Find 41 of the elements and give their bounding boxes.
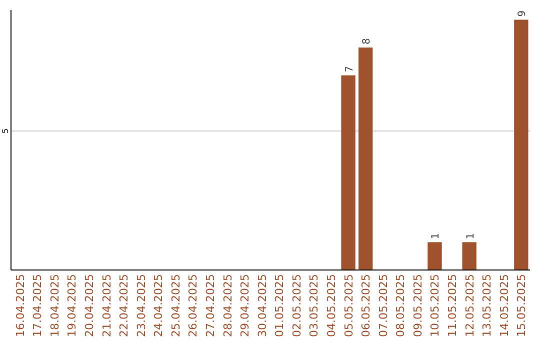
x-tick-label: 20.04.2025 [82, 274, 96, 337]
x-tick-label: 01.05.2025 [273, 274, 286, 337]
x-tick-label: 06.05.2025 [360, 274, 373, 337]
x-tick-label: 08.05.2025 [394, 274, 408, 337]
data-label: 7 [344, 66, 356, 72]
bar [358, 48, 373, 270]
bar [462, 242, 476, 270]
x-tick-label: 05.05.2025 [342, 274, 356, 337]
x-tick-label: 13.05.2025 [480, 274, 494, 337]
x-tick-label: 18.04.2025 [48, 274, 62, 337]
x-tick-label: 09.05.2025 [411, 274, 424, 337]
x-tick-label: 02.05.2025 [290, 274, 304, 337]
x-tick-label: 17.04.2025 [31, 274, 44, 337]
y-tick-label: 5 [1, 128, 10, 134]
x-tick-label: 26.04.2025 [186, 274, 200, 337]
x-tick-label: 12.05.2025 [463, 274, 476, 337]
x-tick-label: 19.04.2025 [66, 274, 79, 337]
x-tick-label: 11.05.2025 [446, 274, 460, 337]
bar [341, 75, 356, 270]
data-label: 8 [362, 38, 373, 45]
data-label: 1 [465, 232, 476, 240]
x-tick-label: 03.05.2025 [308, 274, 321, 337]
x-tick-label: 27.04.2025 [204, 274, 217, 337]
x-tick-label: 25.04.2025 [169, 274, 182, 337]
bar [514, 20, 528, 270]
bar [428, 242, 442, 270]
x-tick-label: 28.04.2025 [221, 274, 234, 337]
x-tick-label: 04.05.2025 [325, 274, 338, 337]
x-tick-label: 14.05.2025 [498, 274, 511, 337]
data-label: 9 [517, 10, 528, 17]
x-tick-label: 15.05.2025 [515, 274, 528, 337]
x-tick-label: 16.04.2025 [14, 274, 27, 337]
data-label: 1 [430, 232, 442, 240]
x-tick-label: 22.04.2025 [118, 274, 131, 337]
x-tick-label: 07.05.2025 [376, 274, 390, 337]
x-tick-label: 23.04.2025 [134, 274, 148, 337]
x-tick-label: 30.04.2025 [256, 274, 269, 337]
x-tick-label: 24.04.2025 [152, 274, 166, 337]
x-tick-label: 29.04.2025 [238, 274, 252, 337]
x-tick-label: 10.05.2025 [428, 274, 442, 337]
x-tick-label: 21.04.2025 [100, 274, 114, 337]
